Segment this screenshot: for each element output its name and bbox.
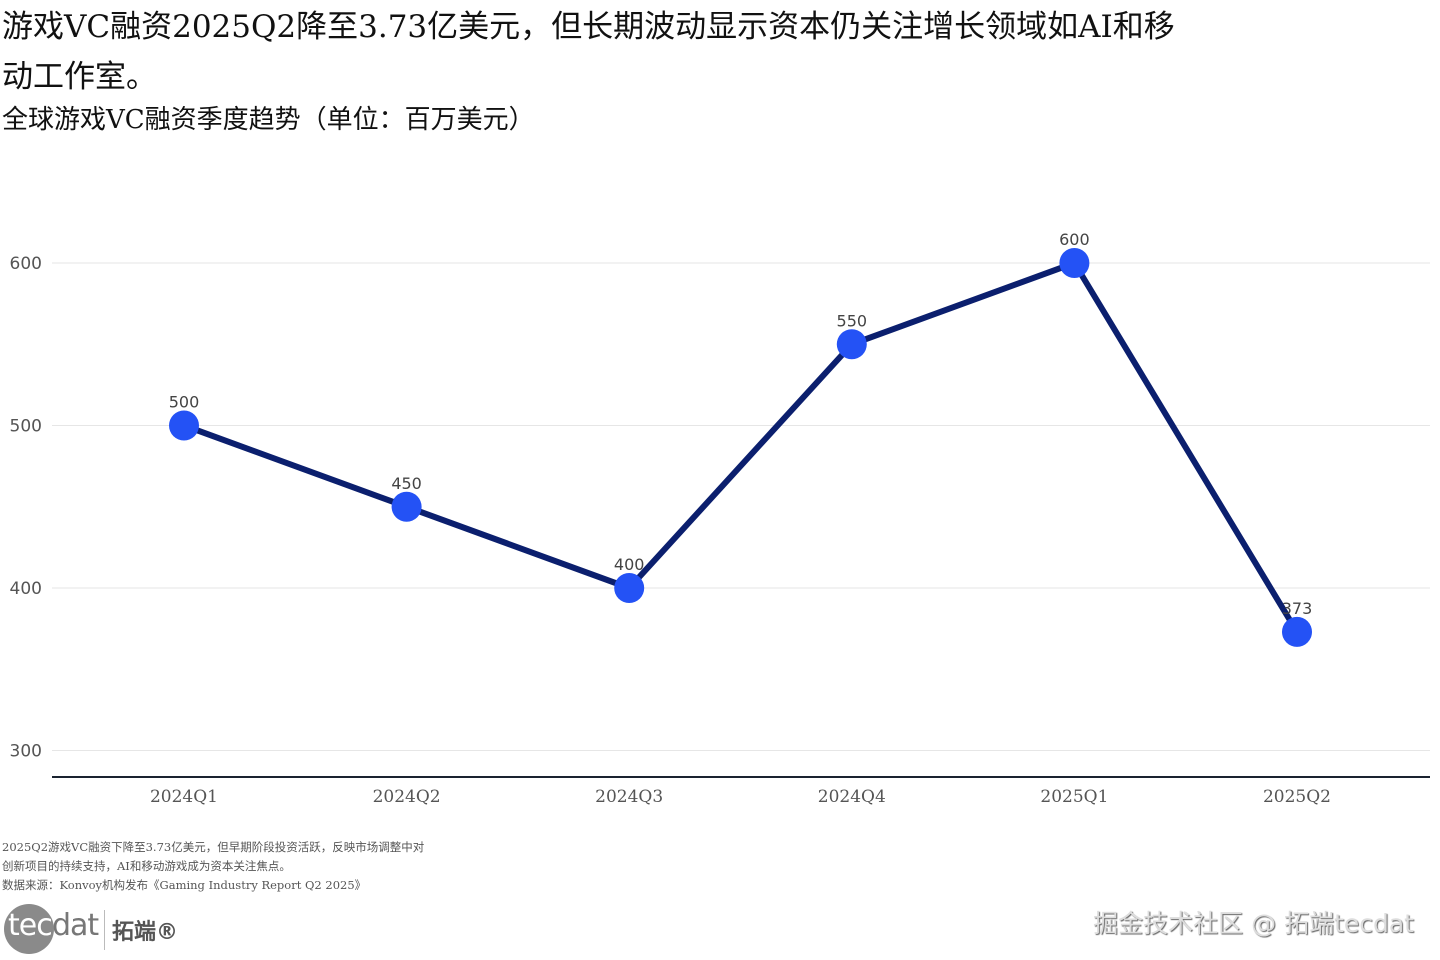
chart-headline: 游戏VC融资2025Q2降至3.73亿美元，但长期波动显示资本仍关注增长领域如A… [2,9,1175,95]
series-line [182,260,1300,634]
logo-dat: dat [52,908,99,943]
y-tick-label: 300 [10,742,42,762]
x-tick-label: 2024Q1 [150,787,218,807]
data-label: 500 [169,393,200,412]
data-label: 373 [1282,599,1313,618]
y-tick-label: 500 [10,417,42,437]
x-tick-label: 2025Q1 [1040,787,1108,807]
chart-title: 全球游戏VC融资季度趋势（单位：百万美元） [2,105,535,135]
x-tick-label: 2025Q2 [1263,787,1331,807]
source-line: 数据来源：Konvoy机构发布《Gaming Industry Report Q… [2,878,367,892]
watermark: 掘金技术社区 @ 拓端tecdat [1093,909,1414,938]
data-point [836,329,867,360]
data-label: 400 [614,555,645,574]
data-point [1282,616,1312,647]
tecdat-logo: tec dat 拓端® [4,902,184,958]
line-chart: 300 400 500 600 2024Q1 2024Q2 2024Q3 2024Q4 2025… [10,230,1430,807]
x-tick-label: 2024Q2 [373,787,441,807]
x-tick-label: 2024Q3 [595,787,663,807]
data-label: 450 [391,474,422,493]
data-label: 550 [837,311,868,330]
logo-divider [104,910,105,950]
y-tick-label: 600 [10,254,42,274]
data-point [1059,248,1090,278]
logo-tec: tec [8,908,53,943]
note-line: 2025Q2游戏VC融资下降至3.73亿美元，但早期阶段投资活跃，反映市场调整中… [2,840,425,854]
data-label: 600 [1059,230,1090,249]
data-point [169,410,199,441]
logo-circle [4,904,54,954]
logo-cn: 拓端® [112,920,179,945]
note-line: 创新项目的持续支持，AI和移动游戏成为资本关注焦点。 [2,859,291,873]
x-tick-label: 2024Q4 [818,787,886,807]
data-point [614,573,645,603]
data-point [391,491,422,522]
y-tick-label: 400 [10,579,42,599]
chart-note: 2025Q2游戏VC融资下降至3.73亿美元，但早期阶段投资活跃，反映市场调整中… [2,838,482,895]
